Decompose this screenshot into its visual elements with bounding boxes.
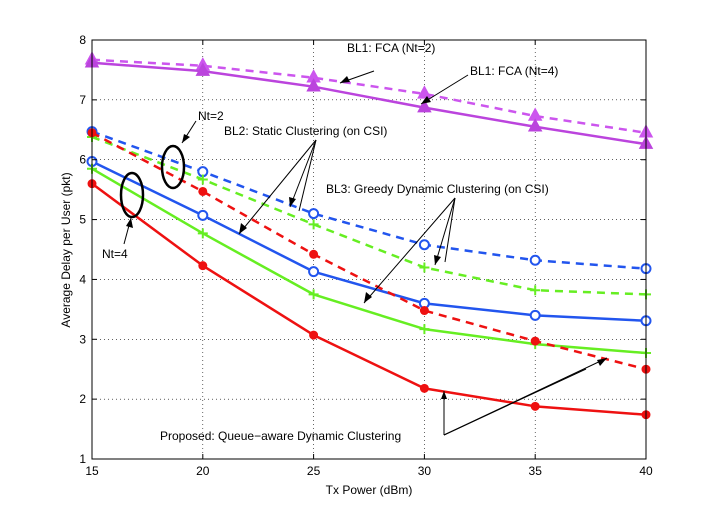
arrow-proposed-c — [443, 368, 587, 436]
data-point — [198, 186, 208, 196]
series-line — [91, 160, 647, 322]
arrow-bl2-c — [298, 139, 317, 212]
data-point — [530, 336, 540, 346]
x-tick-label: 40 — [639, 464, 653, 478]
y-tick-label: 5 — [79, 213, 86, 227]
data-point — [527, 118, 543, 132]
annotation-fca-nt4: BL1: FCA (Nt=4) — [470, 64, 558, 78]
data-point — [529, 254, 541, 266]
data-point — [195, 62, 211, 76]
data-point — [306, 78, 321, 92]
annotation-bl2: BL2: Static Clustering (on CSI) — [224, 124, 387, 138]
data-point — [419, 262, 430, 273]
data-point — [308, 208, 320, 220]
data-point — [197, 228, 208, 239]
annotation-bl3: BL3: Greedy Dynamic Clustering (on CSI) — [326, 182, 549, 196]
annotation-nt4: Nt=4 — [102, 247, 128, 261]
arrow-proposed-b-head — [441, 391, 447, 399]
x-tick-label: 25 — [307, 464, 321, 478]
y-tick-label: 2 — [79, 392, 86, 406]
annotation-proposed: Proposed: Queue−aware Dynamic Clustering — [160, 429, 401, 443]
data-point — [309, 330, 319, 340]
x-axis-label: Tx Power (dBm) — [326, 483, 413, 497]
axis-ticks: 15 20 25 30 35 40 1 2 3 4 5 6 7 8 — [79, 33, 653, 478]
arrow-bl2-a-head — [289, 197, 296, 207]
arrow-nt4-head — [126, 218, 133, 228]
annotation-nt2: Nt=2 — [198, 109, 224, 123]
arrow-fca-nt2-head — [340, 76, 350, 83]
series-6 — [87, 128, 651, 374]
data-point — [198, 261, 208, 271]
plot-area — [92, 40, 646, 459]
series-line — [91, 61, 647, 146]
arrow-bl2-b — [238, 139, 317, 235]
data-point — [417, 85, 432, 99]
arrow-bl3-a — [434, 197, 456, 266]
x-tick-label: 20 — [196, 464, 210, 478]
series-line — [91, 131, 647, 371]
data-point — [419, 383, 429, 393]
y-tick-label: 6 — [79, 153, 86, 167]
data-point — [530, 285, 541, 296]
data-point — [197, 209, 209, 221]
plot-frame — [91, 39, 647, 460]
arrow-nt2-head — [182, 134, 190, 143]
x-tick-label: 30 — [418, 464, 432, 478]
arrow-proposed-a-head — [597, 358, 607, 366]
series-line — [91, 58, 647, 135]
data-point — [308, 219, 319, 230]
data-point — [417, 99, 432, 113]
y-tick-label: 8 — [79, 33, 86, 47]
data-point — [529, 309, 541, 321]
y-axis-label: Average Delay per User (pkt) — [59, 172, 73, 327]
nt2-ellipse — [160, 144, 186, 190]
arrow-bl2-b-head — [239, 223, 247, 234]
y-tick-label: 1 — [79, 452, 86, 466]
data-point — [309, 249, 319, 259]
series-line — [91, 182, 647, 416]
data-point — [308, 289, 319, 300]
x-tick-label: 35 — [529, 464, 543, 478]
annotation-fca-nt2: BL1: FCA (Nt=2) — [347, 41, 435, 55]
annotations: BL1: FCA (Nt=2) BL1: FCA (Nt=4) Nt=2 BL2… — [102, 41, 608, 443]
arrow-bl2-a — [289, 139, 317, 208]
data-point — [419, 306, 429, 316]
arrow-fca-nt4-head — [421, 96, 431, 104]
y-tick-label: 3 — [79, 332, 86, 346]
y-tick-label: 4 — [79, 272, 86, 286]
data-point — [197, 174, 208, 185]
series-7 — [87, 179, 651, 420]
grid-lines — [92, 40, 646, 459]
x-tick-label: 15 — [85, 464, 99, 478]
arrow-bl3-a-head — [434, 255, 441, 265]
data-point — [418, 239, 430, 251]
arrow-bl3-b — [363, 197, 456, 304]
arrow-bl3-b-head — [364, 292, 372, 303]
y-tick-label: 7 — [79, 93, 86, 107]
arrow-bl3-c — [444, 197, 456, 263]
nt4-ellipse — [119, 171, 145, 219]
data-point — [308, 266, 320, 278]
data-point — [419, 324, 430, 335]
data-point — [530, 401, 540, 411]
